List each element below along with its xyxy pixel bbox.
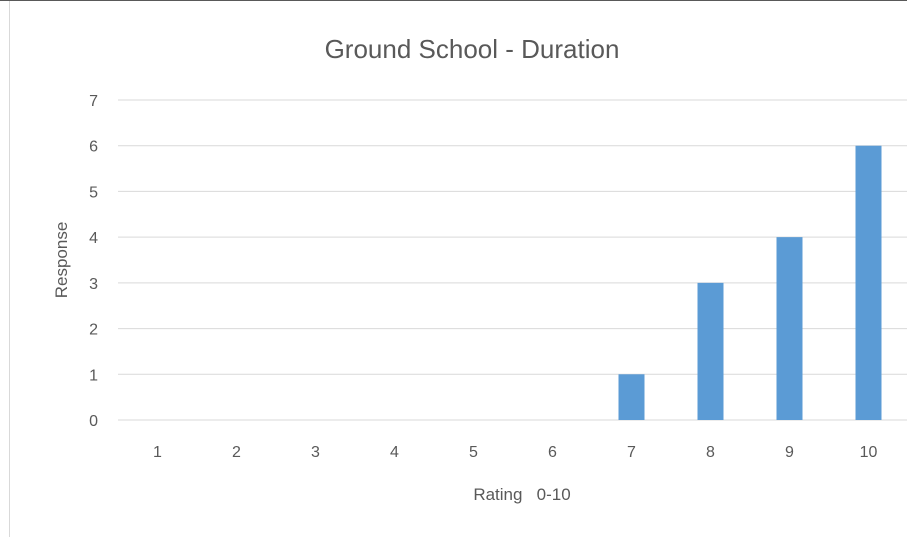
x-tick-label: 5 [469, 444, 478, 461]
frame-left-border [9, 1, 10, 537]
y-tick-label: 1 [89, 367, 98, 384]
x-tick-label: 10 [860, 444, 878, 461]
frame-top-border [0, 0, 907, 1]
x-tick-label: 1 [153, 444, 162, 461]
x-tick-label: 7 [627, 444, 636, 461]
y-tick-label: 2 [89, 322, 98, 339]
bar-rating-9 [776, 237, 803, 420]
y-tick-label: 0 [89, 413, 98, 430]
y-tick-label: 7 [89, 93, 98, 110]
x-tick-label: 9 [785, 444, 794, 461]
x-tick-label: 3 [311, 444, 320, 461]
x-tick-label: 2 [232, 444, 241, 461]
chart-title: Ground School - Duration [325, 34, 620, 64]
gridlines [118, 99, 907, 421]
x-tick-label: 8 [706, 444, 715, 461]
y-tick-label: 4 [89, 230, 98, 247]
y-tick-label: 3 [89, 276, 98, 293]
bar-rating-7 [618, 374, 645, 420]
y-tick-label: 6 [89, 139, 98, 156]
x-tick-label: 6 [548, 444, 557, 461]
bar-rating-10 [855, 145, 882, 420]
bars [618, 145, 882, 420]
x-tick-label: 4 [390, 444, 399, 461]
x-axis-title: Rating 0-10 [473, 485, 570, 504]
y-tick-label: 5 [89, 184, 98, 201]
y-tick-labels: 0 1 2 3 4 5 6 7 [89, 93, 98, 430]
x-tick-labels: 1 2 3 4 5 6 7 8 9 10 [153, 444, 877, 461]
y-axis-title: Response [52, 222, 71, 299]
bar-rating-8 [697, 282, 724, 420]
